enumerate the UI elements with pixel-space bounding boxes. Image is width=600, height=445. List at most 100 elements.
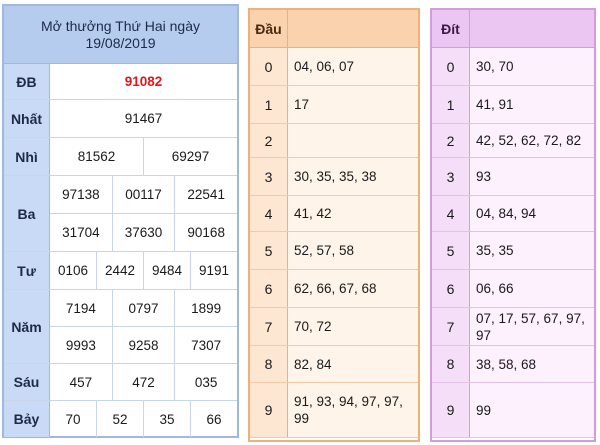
prize-number: 69297	[143, 138, 237, 175]
dit-row-digit: 4	[432, 196, 470, 231]
dit-row-digit: 1	[432, 86, 470, 123]
prize-number: 457	[69, 374, 93, 390]
dau-row-numbers: 70, 72	[288, 308, 418, 345]
dau-row-digit: 2	[250, 124, 288, 157]
prize-values: 70 52 35 66	[50, 401, 237, 437]
prize-number: 9993	[65, 337, 96, 353]
dau-row-numbers: 91, 93, 94, 97, 97, 99	[288, 383, 418, 437]
dau-header-label: Đầu	[250, 10, 288, 47]
prize-number: 0797	[111, 290, 175, 326]
dit-row-digit: 0	[432, 48, 470, 85]
prize-line: 97138 00117 22541	[50, 176, 237, 213]
prize-number: 91467	[124, 111, 163, 126]
dau-rows: 0 04, 06, 07 1 17 2 3 30, 35, 35, 38 4 41, 42 5 52…	[250, 48, 418, 438]
dit-row-numbers: 41, 91	[470, 86, 594, 123]
dau-row-numbers: 41, 42	[288, 196, 418, 231]
dau-row: 5 52, 57, 58	[250, 232, 418, 270]
dit-row: 1 41, 91	[432, 86, 594, 124]
prize-number: 90168	[174, 214, 237, 251]
prize-line: 31704 37630 90168	[50, 213, 237, 251]
prize-line: 70 52 35 66	[50, 401, 237, 437]
prize-row: Ba 97138 00117 22541 31704 37630 90168	[4, 176, 237, 252]
dau-row-digit: 8	[250, 346, 288, 382]
dit-row-numbers: 42, 52, 62, 72, 82	[470, 124, 594, 157]
prize-number: 35	[143, 401, 190, 437]
prize-number: 035	[174, 364, 237, 400]
dau-row: 1 17	[250, 86, 418, 124]
prize-values: 91082	[50, 64, 237, 99]
dit-row: 4 04, 84, 94	[432, 196, 594, 232]
prize-values: 7194 0797 1899 9993 9258 7307	[50, 290, 237, 363]
prize-number: 00117	[111, 176, 175, 213]
dau-row-digit: 6	[250, 270, 288, 307]
results-title-line1: Mở thưởng Thứ Hai ngày	[40, 17, 201, 34]
prize-number: 0106	[57, 263, 89, 278]
dit-row: 5 35, 35	[432, 232, 594, 270]
prize-values: 91467	[50, 100, 237, 137]
lottery-results-table: Mở thưởng Thứ Hai ngày 19/08/2019 ĐB 9108…	[2, 4, 239, 438]
prize-number: 7307	[174, 327, 237, 363]
prize-number: 1899	[174, 290, 237, 326]
results-date: 19/08/2019	[85, 34, 156, 51]
prize-label: Tư	[4, 252, 50, 289]
prize-number: 52	[96, 401, 143, 437]
prize-line: 81562 69297	[50, 138, 237, 175]
prize-row: Nhất 91467	[4, 100, 237, 138]
dau-row: 4 41, 42	[250, 196, 418, 232]
dau-row-numbers: 17	[288, 86, 418, 123]
dit-row-numbers: 35, 35	[470, 232, 594, 269]
dit-row-digit: 5	[432, 232, 470, 269]
prize-number: 2442	[96, 252, 143, 289]
prize-line: 457 472 035	[50, 364, 237, 400]
prize-values: 0106 2442 9484 9191	[50, 252, 237, 289]
prize-values: 457 472 035	[50, 364, 237, 400]
dit-row-digit: 3	[432, 158, 470, 195]
dau-row-digit: 3	[250, 158, 288, 195]
dit-header: Đít	[432, 10, 594, 48]
dit-row: 7 07, 17, 57, 67, 97, 97	[432, 308, 594, 346]
dau-row-digit: 9	[250, 383, 288, 437]
prize-number: 70	[65, 411, 81, 427]
dau-row-numbers: 52, 57, 58	[288, 232, 418, 269]
dau-row: 9 91, 93, 94, 97, 97, 99	[250, 383, 418, 438]
dit-rows: 0 30, 70 1 41, 91 2 42, 52, 62, 72, 82 3 93 4 04,…	[432, 48, 594, 438]
prize-number: 7194	[65, 300, 96, 316]
prize-label: ĐB	[4, 64, 50, 99]
dit-row-digit: 2	[432, 124, 470, 157]
dit-row-digit: 7	[432, 308, 470, 345]
prize-number: 97138	[62, 187, 100, 202]
prize-number: 66	[190, 401, 237, 437]
prize-row: Bảy 70 52 35 66	[4, 401, 237, 437]
dau-row-numbers: 82, 84	[288, 346, 418, 382]
dit-row: 3 93	[432, 158, 594, 196]
dit-row: 2 42, 52, 62, 72, 82	[432, 124, 594, 158]
prize-line: 91467	[50, 100, 237, 137]
prize-row: Nhì 81562 69297	[4, 138, 237, 176]
prize-number: 22541	[174, 176, 237, 213]
prize-line: 9993 9258 7307	[50, 326, 237, 363]
dau-row-digit: 7	[250, 308, 288, 345]
prize-number: 37630	[111, 214, 175, 251]
prize-row: ĐB 91082	[4, 64, 237, 100]
prize-label: Nhì	[4, 138, 50, 175]
dit-row-digit: 6	[432, 270, 470, 307]
prize-number: 472	[111, 364, 175, 400]
prize-label: Ba	[4, 176, 50, 251]
dau-row-digit: 1	[250, 86, 288, 123]
dit-row-numbers: 38, 58, 68	[470, 346, 594, 382]
dit-row: 6 06, 66	[432, 270, 594, 308]
dau-row: 7 70, 72	[250, 308, 418, 346]
prize-number: 9191	[190, 252, 237, 289]
dau-table: Đầu 0 04, 06, 07 1 17 2 3 30, 35, 35, 38 4 41, 4…	[248, 8, 420, 442]
prize-line: 0106 2442 9484 9191	[50, 252, 237, 289]
prize-row: Tư 0106 2442 9484 9191	[4, 252, 237, 290]
dau-row: 6 62, 66, 67, 68	[250, 270, 418, 308]
prize-number: 31704	[62, 225, 100, 240]
prize-number: 91082	[124, 74, 163, 89]
dit-row-numbers: 99	[470, 383, 594, 437]
results-title: Mở thưởng Thứ Hai ngày 19/08/2019	[4, 6, 237, 64]
dau-row-digit: 4	[250, 196, 288, 231]
prize-number: 9258	[111, 327, 175, 363]
prize-number: 81562	[77, 149, 116, 164]
dau-row-numbers: 04, 06, 07	[288, 48, 418, 85]
